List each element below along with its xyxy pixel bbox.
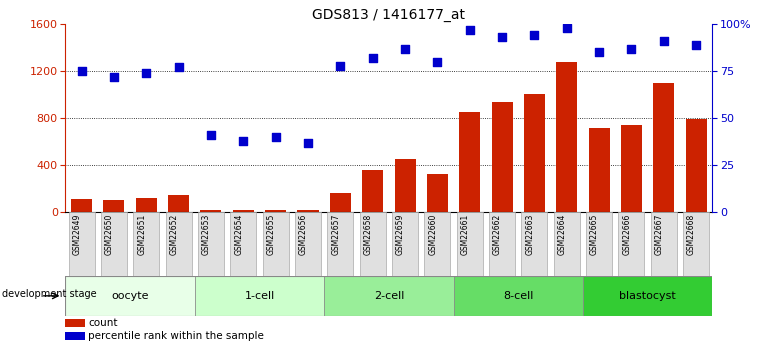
Bar	[136, 198, 157, 212]
Bar	[324, 276, 454, 316]
FancyBboxPatch shape	[424, 212, 450, 276]
Text: 8-cell: 8-cell	[503, 291, 534, 301]
FancyBboxPatch shape	[133, 212, 159, 276]
Text: GSM22657: GSM22657	[331, 214, 340, 255]
Bar	[427, 174, 448, 212]
FancyBboxPatch shape	[521, 212, 547, 276]
Point	[658, 38, 670, 44]
Bar	[394, 159, 416, 212]
Point	[431, 59, 444, 65]
Text: GSM22663: GSM22663	[525, 214, 534, 255]
Bar	[621, 125, 642, 212]
Bar	[265, 210, 286, 212]
Text: count: count	[88, 318, 118, 328]
Point	[140, 70, 152, 76]
Bar	[195, 276, 324, 316]
Text: 1-cell: 1-cell	[244, 291, 275, 301]
Point	[270, 134, 282, 140]
Point	[528, 33, 541, 38]
Bar	[556, 62, 578, 212]
Text: GSM22651: GSM22651	[137, 214, 146, 255]
Text: GSM22653: GSM22653	[202, 214, 211, 255]
FancyBboxPatch shape	[263, 212, 289, 276]
Text: 2-cell: 2-cell	[373, 291, 404, 301]
Text: GSM22658: GSM22658	[363, 214, 373, 255]
Bar	[588, 128, 610, 212]
FancyBboxPatch shape	[457, 212, 483, 276]
Bar	[524, 94, 545, 212]
FancyBboxPatch shape	[392, 212, 418, 276]
Bar	[65, 319, 85, 327]
Point	[625, 46, 638, 51]
Point	[367, 55, 379, 61]
Title: GDS813 / 1416177_at: GDS813 / 1416177_at	[313, 8, 465, 22]
Text: GSM22667: GSM22667	[654, 214, 664, 255]
Text: GSM22656: GSM22656	[299, 214, 308, 255]
Text: GSM22652: GSM22652	[169, 214, 179, 255]
Bar	[297, 210, 319, 212]
Text: GSM22655: GSM22655	[266, 214, 276, 255]
Point	[464, 27, 476, 32]
Bar	[65, 276, 195, 316]
Text: blastocyst: blastocyst	[619, 291, 676, 301]
Bar	[65, 332, 85, 340]
FancyBboxPatch shape	[166, 212, 192, 276]
Point	[334, 63, 346, 68]
Bar	[583, 276, 712, 316]
Text: GSM22659: GSM22659	[396, 214, 405, 255]
Text: GSM22662: GSM22662	[493, 214, 502, 255]
FancyBboxPatch shape	[327, 212, 353, 276]
Text: GSM22660: GSM22660	[428, 214, 437, 255]
Text: oocyte: oocyte	[112, 291, 149, 301]
Text: GSM22649: GSM22649	[72, 214, 82, 255]
Point	[205, 132, 217, 138]
Text: development stage: development stage	[2, 289, 96, 299]
FancyBboxPatch shape	[554, 212, 580, 276]
Bar	[71, 199, 92, 212]
FancyBboxPatch shape	[618, 212, 644, 276]
Text: percentile rank within the sample: percentile rank within the sample	[88, 331, 264, 341]
Text: GSM22668: GSM22668	[687, 214, 696, 255]
FancyBboxPatch shape	[230, 212, 256, 276]
FancyBboxPatch shape	[651, 212, 677, 276]
Point	[690, 42, 702, 48]
Text: GSM22665: GSM22665	[590, 214, 599, 255]
Point	[75, 68, 88, 74]
Text: GSM22666: GSM22666	[622, 214, 631, 255]
Point	[172, 65, 185, 70]
Bar	[200, 210, 222, 212]
FancyBboxPatch shape	[198, 212, 224, 276]
Bar	[330, 193, 351, 212]
Text: GSM22650: GSM22650	[105, 214, 114, 255]
Point	[496, 34, 508, 40]
FancyBboxPatch shape	[360, 212, 386, 276]
Bar	[103, 200, 125, 212]
Bar	[459, 112, 480, 212]
Bar	[233, 210, 254, 212]
Point	[108, 74, 120, 80]
Bar	[454, 276, 583, 316]
Text: GSM22664: GSM22664	[557, 214, 567, 255]
Point	[237, 138, 249, 144]
Point	[399, 46, 411, 51]
Point	[593, 50, 605, 55]
Text: GSM22661: GSM22661	[460, 214, 470, 255]
Bar	[491, 102, 513, 212]
Bar	[685, 119, 707, 212]
Bar	[653, 83, 675, 212]
Text: GSM22654: GSM22654	[234, 214, 243, 255]
FancyBboxPatch shape	[295, 212, 321, 276]
Point	[561, 25, 573, 31]
FancyBboxPatch shape	[69, 212, 95, 276]
FancyBboxPatch shape	[586, 212, 612, 276]
Bar	[168, 195, 189, 212]
FancyBboxPatch shape	[683, 212, 709, 276]
Bar	[362, 170, 383, 212]
FancyBboxPatch shape	[101, 212, 127, 276]
Point	[302, 140, 314, 145]
FancyBboxPatch shape	[489, 212, 515, 276]
